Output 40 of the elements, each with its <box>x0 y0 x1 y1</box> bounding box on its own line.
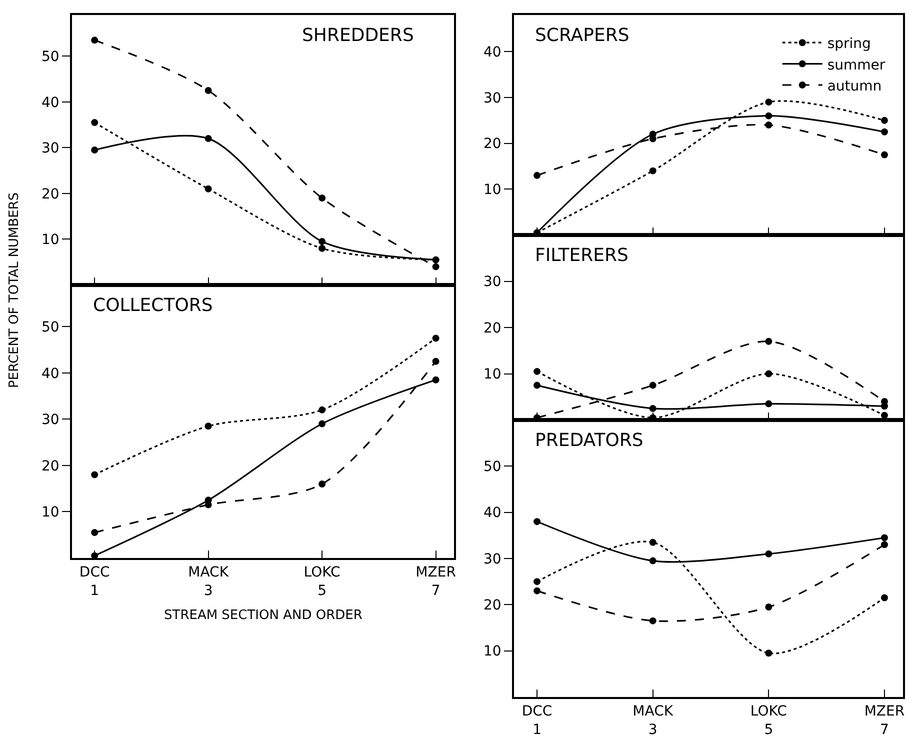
legend-label: summer <box>827 57 886 74</box>
x-tick-label: MZER 7 <box>416 564 456 599</box>
text: SCRAPERS <box>535 25 630 46</box>
y-tick-label: 20 <box>483 136 502 152</box>
y-tick-label: 30 <box>483 274 502 290</box>
y-tick-label: 30 <box>41 412 60 428</box>
y-tick-label: 40 <box>483 505 502 522</box>
x-tick-label: LOKC 5 <box>750 704 788 738</box>
x-tick-label: DCC 1 <box>79 564 110 599</box>
y-tick-label: 50 <box>483 459 502 476</box>
text: PREDATORS <box>535 430 644 451</box>
y-tick-label: 30 <box>483 551 502 568</box>
text: COLLECTORS <box>93 295 213 316</box>
y-tick-label: 40 <box>41 94 60 111</box>
x-tick-label: MZER 7 <box>864 704 905 738</box>
x-tick-label: LOKC 5 <box>304 564 341 599</box>
legend-label: autumn <box>827 78 882 94</box>
text: FILTERERS <box>535 245 628 266</box>
y-tick-label: 10 <box>483 644 502 660</box>
x-tick-label: MACK 3 <box>632 704 674 738</box>
y-tick-label: 30 <box>483 90 502 106</box>
text: SHREDDERS <box>302 25 414 46</box>
legend-label: spring <box>827 36 871 52</box>
y-tick-label: 30 <box>41 140 60 157</box>
x-axis-title: STREAM SECTION AND ORDER <box>164 608 362 623</box>
y-tick-label: 50 <box>41 320 60 336</box>
y-tick-label: 10 <box>483 366 502 383</box>
x-tick-label: DCC 1 <box>522 704 552 738</box>
y-tick-label: 20 <box>41 186 60 202</box>
y-tick-label: 50 <box>41 49 60 66</box>
y-tick-label: 10 <box>41 504 60 521</box>
y-tick-label: 40 <box>483 44 502 61</box>
y-tick-label: 20 <box>483 598 502 614</box>
y-tick-label: 20 <box>41 458 60 474</box>
y-tick-label: 10 <box>41 232 60 248</box>
y-axis-title: PERCENT OF TOTAL NUMBERS <box>6 192 22 388</box>
y-tick-label: 10 <box>483 182 502 198</box>
y-tick-label: 40 <box>41 366 60 382</box>
y-tick-label: 20 <box>483 320 502 336</box>
x-tick-label: MACK 3 <box>188 564 230 599</box>
